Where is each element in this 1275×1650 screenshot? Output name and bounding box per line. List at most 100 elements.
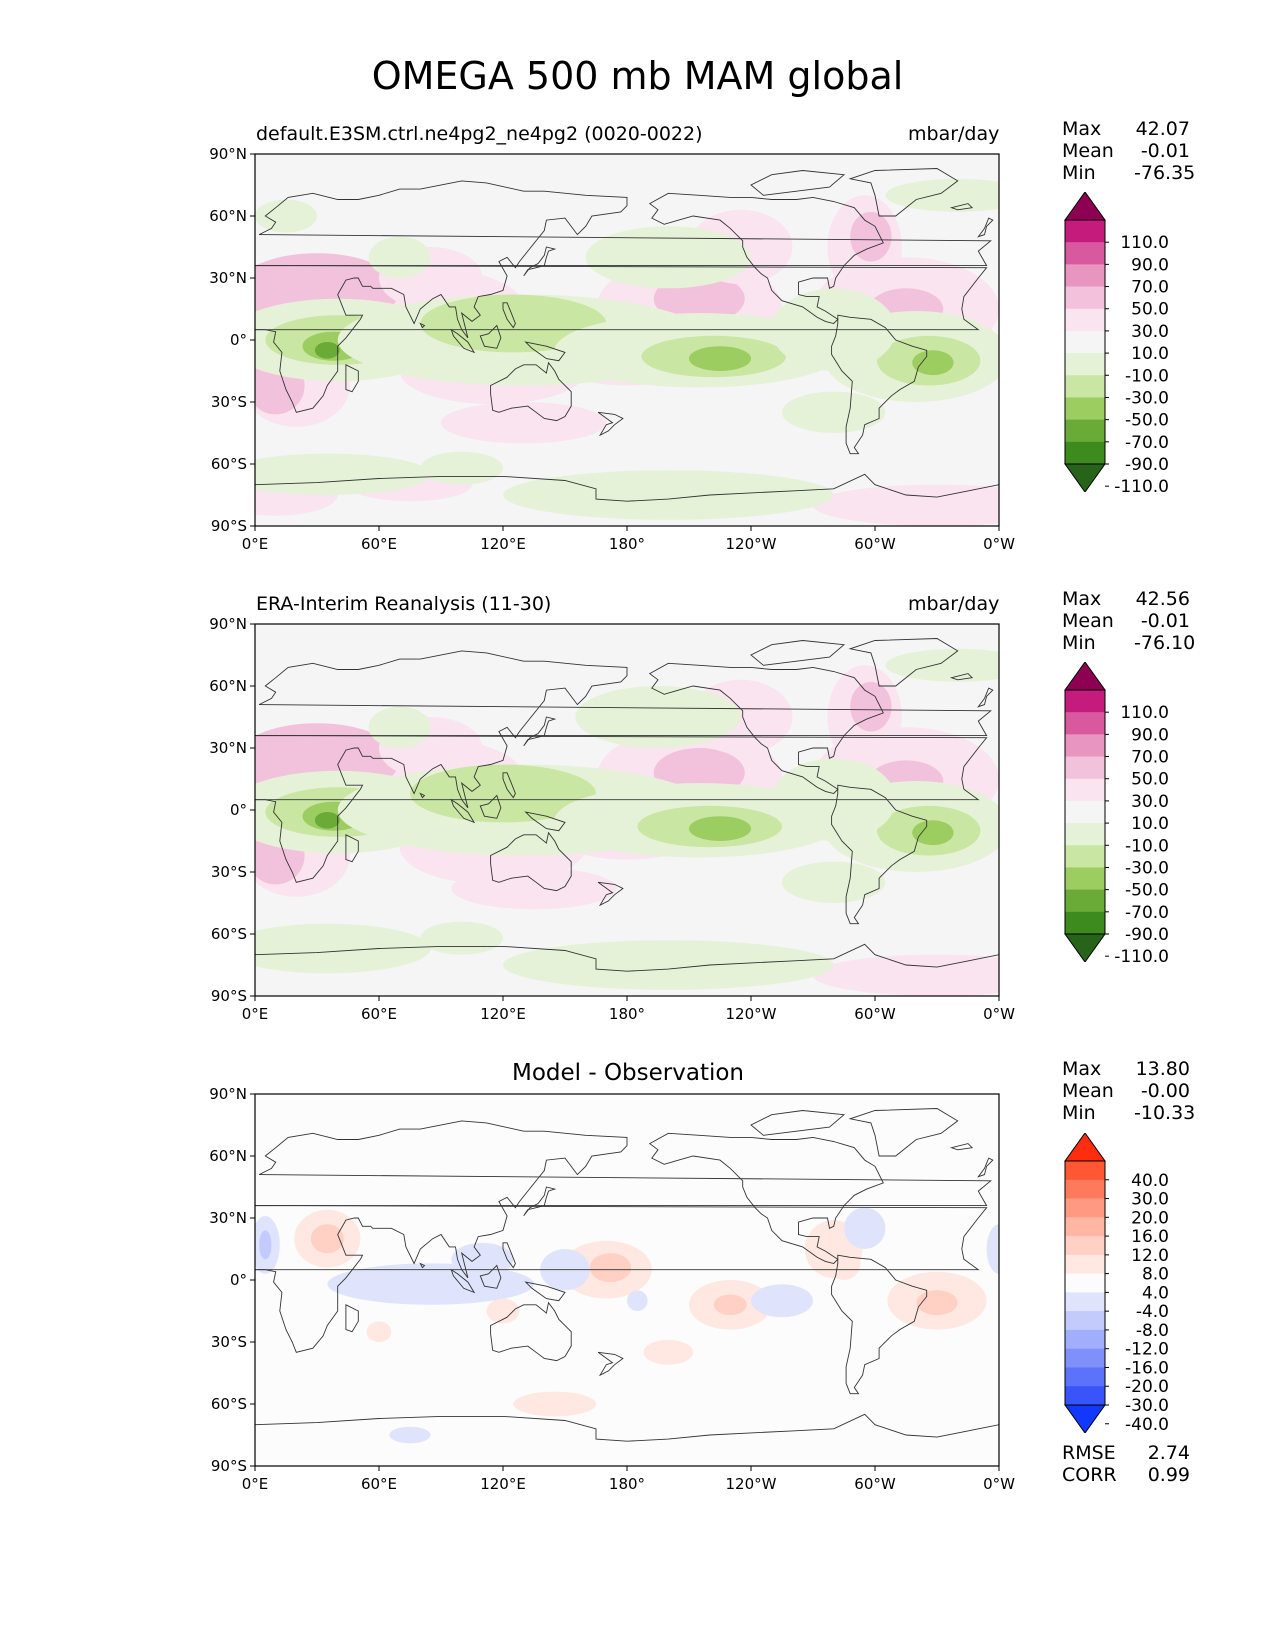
colorbar-label: -70.0 <box>1125 433 1169 453</box>
colorbar-segment <box>1065 1367 1105 1387</box>
map-obs: 0°E 60°E 120°E 180° 120°W 60°W 0°W 90°N 60°N 30°N… <box>209 618 1015 1023</box>
coastline <box>597 881 624 907</box>
x-tick-label: 120°W <box>726 1475 777 1493</box>
contour-fill <box>451 1242 514 1276</box>
colorbar-segment <box>1065 1254 1105 1275</box>
contour-fill <box>885 178 999 212</box>
coastline <box>949 203 974 211</box>
colorbar-label: -10.0 <box>1125 836 1169 856</box>
x-tick-label: 0°W <box>983 1005 1015 1023</box>
panel-stats: Max 13.80 Mean -0.00 Min -10.33 <box>1062 1058 1195 1124</box>
stat-label: Max <box>1062 118 1102 140</box>
colorbar-label: -10.0 <box>1125 366 1169 386</box>
coastline <box>502 302 516 329</box>
colorbar-label: 50.0 <box>1131 300 1169 320</box>
x-tick-label: 120°E <box>480 1475 526 1493</box>
coastline <box>345 364 359 393</box>
coastline <box>502 772 516 799</box>
colorbar-label: 4.0 <box>1142 1283 1169 1303</box>
figure-title: OMEGA 500 mb MAM global <box>371 54 904 98</box>
coastline <box>255 1205 988 1271</box>
coastline <box>597 411 624 437</box>
y-tick-label: 30°N <box>209 739 247 757</box>
stat-label: Max <box>1062 588 1102 610</box>
coastline <box>523 1186 557 1217</box>
x-tick-label: 60°E <box>361 1475 397 1493</box>
colorbar-segment <box>1065 1292 1105 1312</box>
y-tick-label: 90°S <box>211 1457 247 1475</box>
coastline <box>597 1351 624 1377</box>
colorbar-segment <box>1065 1217 1105 1237</box>
coastline <box>255 943 999 996</box>
x-tick-label: 120°W <box>726 1005 777 1023</box>
coastline <box>949 1143 974 1151</box>
y-tick-label: 90°S <box>211 517 247 535</box>
contour-fill <box>589 1253 632 1283</box>
contour-fill <box>441 402 607 444</box>
contour-fill <box>451 867 617 910</box>
y-tick-label: 90°N <box>209 618 247 633</box>
y-tick-label: 30°N <box>209 1209 247 1227</box>
y-tick-label: 30°S <box>211 393 247 411</box>
contour-fill <box>420 1271 503 1297</box>
stat-value: 42.56 <box>1135 588 1190 610</box>
coastline <box>648 192 884 324</box>
coastline <box>490 361 572 422</box>
colorbar-segment <box>1065 286 1105 310</box>
x-tick-label: 180° <box>609 1005 645 1023</box>
panel-title: ERA-Interim Reanalysis (11-30) <box>256 593 552 615</box>
y-tick-label: 30°N <box>209 269 247 287</box>
contour-fill <box>643 1339 694 1365</box>
colorbar-label: 30.0 <box>1131 1190 1169 1210</box>
colorbar-label: 8.0 <box>1142 1265 1169 1285</box>
coastline <box>831 1254 928 1395</box>
colorbar-segment <box>1065 1329 1105 1350</box>
colorbar-segment <box>1065 778 1105 802</box>
coastlines <box>255 638 999 996</box>
colorbar-segment <box>1065 220 1105 243</box>
contour-fill <box>486 1298 520 1324</box>
contour-fill <box>389 1426 431 1444</box>
coastline <box>750 640 846 666</box>
contour-fill <box>813 954 999 996</box>
colorbar-segment <box>1065 1198 1105 1218</box>
contour-fill <box>850 681 892 732</box>
colorbar-segment <box>1065 397 1105 421</box>
colorbar-label: 70.0 <box>1131 748 1169 768</box>
panel-title: default.E3SM.ctrl.ne4pg2_ne4pg2 (0020-00… <box>256 123 703 145</box>
coastline <box>419 322 426 329</box>
stat-value: -0.01 <box>1140 610 1190 632</box>
coastline <box>479 1264 502 1289</box>
colorbar-extend-min <box>1064 463 1106 492</box>
panel-title: Model - Observation <box>511 1060 745 1086</box>
contour-fill <box>850 211 892 262</box>
contour-fill <box>916 1290 958 1316</box>
coastline <box>750 170 846 196</box>
stat-label: Mean <box>1062 1080 1114 1102</box>
colorbar-diff: 40.030.020.016.012.08.04.0-4.0-8.0-12.0-… <box>1064 1133 1169 1433</box>
coastline <box>977 217 994 238</box>
colorbar-label: 90.0 <box>1131 255 1169 275</box>
colorbar-label: -8.0 <box>1136 1321 1169 1341</box>
contour-fill <box>713 1294 747 1316</box>
y-tick-label: 90°N <box>209 148 247 163</box>
coastline <box>255 650 992 883</box>
coastline <box>502 1242 516 1269</box>
contour-fill <box>912 820 954 846</box>
colorbar-label: 10.0 <box>1131 814 1169 834</box>
colorbar-label: -90.0 <box>1125 455 1169 475</box>
colorbar-label: -16.0 <box>1125 1358 1169 1378</box>
colorbar-segment <box>1065 1386 1105 1406</box>
colorbar-segment <box>1065 800 1105 824</box>
contour-fill <box>585 226 751 289</box>
contour-fill <box>689 816 751 841</box>
stat-label: Max <box>1062 1058 1102 1080</box>
colorbar-segment <box>1065 845 1105 868</box>
y-tick-label: 30°S <box>211 863 247 881</box>
coastline <box>524 341 566 362</box>
colorbar-extend-max <box>1064 1133 1106 1162</box>
coastline <box>831 784 928 925</box>
coastline <box>750 1110 846 1136</box>
contour-fill <box>689 346 751 371</box>
x-tick-label: 60°E <box>361 535 397 553</box>
